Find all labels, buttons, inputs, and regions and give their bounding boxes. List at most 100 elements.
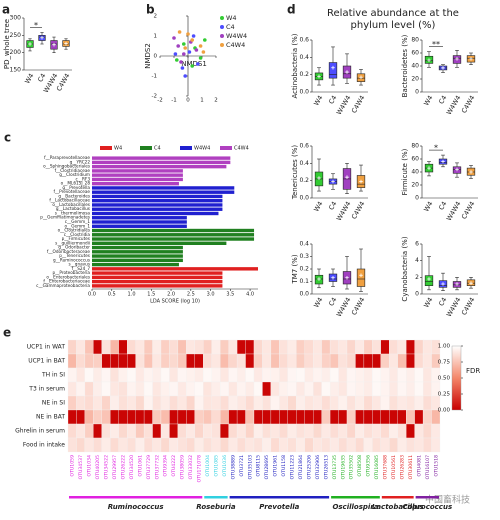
heat-cell — [177, 367, 187, 383]
heat-cell — [93, 353, 102, 369]
y-axis-label: Firmicute (%) — [401, 148, 409, 195]
heat-cell — [152, 437, 162, 453]
x-tick-label: W4 — [422, 296, 434, 309]
column-label: OTU40205 — [95, 455, 101, 479]
heat-cell — [363, 367, 373, 383]
heat-cell — [397, 381, 407, 397]
category-label: g__Prevotella — [62, 185, 90, 190]
heat-cell — [160, 395, 170, 411]
x-axis-label: LDA SCORE (log 10) — [150, 299, 200, 305]
point — [186, 32, 190, 36]
x-tick-label: 3.0 — [207, 292, 215, 298]
heat-cell — [236, 423, 246, 439]
heat-cell — [194, 437, 204, 453]
column-label: OTU1961 — [273, 455, 279, 477]
mean-marker — [455, 167, 459, 172]
category-label: o__Clostridiales — [58, 228, 90, 233]
heat-cell — [363, 381, 373, 397]
heat-cell — [329, 409, 339, 425]
bar — [92, 186, 235, 190]
heat-cell — [127, 353, 136, 369]
heat-cell — [253, 353, 263, 369]
y-tick-label: 0 — [415, 89, 419, 96]
heat-cell — [194, 381, 204, 397]
heat-cell — [118, 395, 128, 411]
category-label: f__Odoribacteraceae — [47, 249, 91, 254]
group-bar — [69, 496, 203, 499]
mean-marker — [64, 41, 68, 46]
heat-cell — [287, 381, 297, 397]
heat-cell — [228, 339, 238, 355]
heat-cell — [118, 339, 128, 355]
heat-cell — [84, 353, 94, 369]
heat-cell — [177, 381, 187, 397]
heat-cell — [321, 353, 331, 369]
group-bar — [415, 496, 439, 499]
column-label: OTU1036 — [222, 455, 228, 477]
heat-cell — [346, 353, 356, 369]
x-tick-label: W4 — [312, 94, 324, 107]
category-label: c__RF3 — [76, 176, 91, 181]
heat-cell — [406, 437, 415, 453]
heat-cell — [321, 409, 331, 425]
panel-label: a — [2, 3, 10, 17]
heat-cell — [313, 409, 322, 425]
y-tick-label: 0.4 — [299, 160, 309, 167]
bar — [92, 177, 183, 182]
x-tick-label: C4W4 — [350, 94, 367, 115]
heat-cell — [177, 395, 187, 411]
heat-cell — [397, 367, 407, 383]
heat-cell — [127, 409, 136, 425]
heat-cell — [329, 339, 339, 355]
column-label: OTU21864 — [298, 455, 304, 479]
bar — [92, 279, 223, 284]
x-tick-label: C4 — [437, 94, 448, 106]
column-label: OTU3721 — [239, 455, 245, 477]
heat-cell — [110, 339, 119, 355]
category-label: o__Sphingobacteriales — [43, 164, 90, 169]
heat-cell — [84, 395, 94, 411]
heat-cell — [338, 353, 348, 369]
heat-cell — [169, 381, 179, 397]
x-tick-label: W4W4 — [335, 296, 352, 318]
point — [183, 74, 187, 78]
x-tick-label: 2.0 — [167, 292, 175, 298]
heat-cell — [211, 353, 221, 369]
x-tick-label: C4 — [327, 296, 338, 308]
y-tick-label: 0.4 — [299, 54, 309, 61]
heat-cell — [101, 381, 111, 397]
y-tick-label: 40 — [411, 63, 419, 70]
column-label: OTU1158 — [281, 455, 287, 477]
heat-cell — [304, 423, 314, 439]
y-axis-label: Tenericutes (%) — [291, 145, 299, 201]
heat-cell — [287, 395, 297, 411]
point — [175, 58, 179, 62]
bar — [92, 199, 223, 203]
heat-cell — [118, 423, 128, 439]
heat-cell — [262, 437, 272, 453]
heat-cell — [76, 339, 86, 355]
heat-cell — [186, 409, 195, 425]
heat-cell — [76, 437, 86, 453]
bar — [92, 190, 235, 194]
bar — [92, 284, 223, 288]
y-tick-label: 60 — [411, 156, 419, 163]
heat-cell — [414, 409, 424, 425]
heat-cell — [76, 353, 86, 369]
category-label: f__Paraprevotellaceae — [44, 155, 90, 160]
category-label: g__Odoribacter — [58, 245, 90, 250]
heat-cell — [135, 381, 145, 397]
heat-cell — [296, 353, 305, 369]
heat-cell — [152, 423, 162, 439]
point — [198, 56, 203, 60]
heat-cell — [110, 381, 119, 397]
heat-cell — [152, 409, 162, 425]
group-label: Prevotella — [259, 503, 299, 511]
heat-cell — [127, 339, 136, 355]
heat-cell — [143, 353, 153, 369]
row-label: NE in BAT — [36, 414, 65, 421]
heat-cell — [211, 381, 221, 397]
heat-cell — [270, 353, 280, 369]
category-label: g__Ruminococcus — [53, 257, 90, 262]
